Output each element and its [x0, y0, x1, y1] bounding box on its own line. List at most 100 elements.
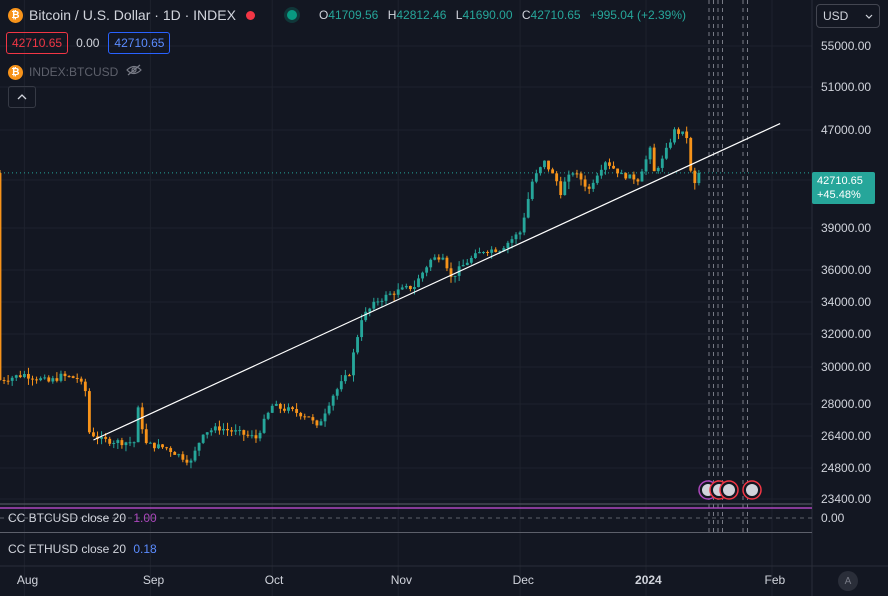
- candle-2023-12-05: [534, 173, 538, 182]
- x-tick-label: Oct: [264, 573, 284, 587]
- candle-2023-10-10: [307, 416, 311, 418]
- bitcoin-icon: ₿: [8, 7, 23, 23]
- candle-2023-10-25: [368, 308, 372, 312]
- trade-panel: 42710.65 0.00 42710.65: [6, 32, 171, 54]
- candle-2024-01-06: [664, 147, 668, 159]
- candle-2023-08-29: [136, 407, 140, 443]
- candle-2023-11-19: [469, 257, 473, 263]
- candle-2023-08-13: [71, 376, 75, 378]
- candle-2023-09-13: [197, 442, 201, 451]
- candle-2023-11-30: [514, 234, 518, 240]
- candle-2023-12-11: [559, 181, 563, 196]
- candle-2023-07-27: [2, 380, 6, 382]
- y-tick-label: 36000.00: [821, 263, 872, 277]
- candle-2023-09-28: [258, 432, 262, 439]
- candle-2023-10-24: [364, 311, 368, 321]
- candle-2023-12-16: [579, 173, 583, 180]
- buy-button[interactable]: 42710.65: [108, 32, 171, 54]
- pane-separator[interactable]: [0, 532, 812, 533]
- auto-scale-button[interactable]: A: [838, 571, 858, 591]
- compare-symbol[interactable]: INDEX:BTCUSD: [29, 65, 119, 79]
- candle-2023-12-17: [583, 179, 587, 187]
- candle-2023-11-25: [494, 249, 498, 252]
- candle-2023-09-22: [234, 430, 238, 432]
- candle-2023-12-29: [632, 174, 636, 180]
- us-flag-icon: [746, 484, 758, 496]
- chevron-up-icon: [17, 94, 27, 100]
- candle-2023-08-22: [108, 438, 112, 444]
- candle-2023-10-20: [348, 375, 351, 377]
- candle-2023-08-17: [87, 391, 91, 433]
- candle-2023-10-14: [323, 413, 327, 422]
- candle-2023-07-31: [18, 375, 22, 378]
- x-tick-label: Feb: [764, 573, 786, 587]
- candle-2023-10-11: [311, 417, 315, 421]
- y-tick-label: 32000.00: [821, 327, 872, 341]
- candle-2023-08-02: [27, 374, 30, 379]
- sell-button[interactable]: 42710.65: [6, 32, 69, 54]
- candle-2023-08-16: [83, 381, 87, 392]
- candle-2023-09-09: [181, 454, 185, 460]
- x-tick-label: Dec: [512, 573, 534, 587]
- indicator-eth[interactable]: CC ETHUSD close 20 0.18: [8, 542, 157, 556]
- candle-2023-10-30: [388, 293, 392, 295]
- candle-2023-12-27: [624, 173, 628, 179]
- candle-2023-09-17: [213, 426, 217, 431]
- candle-2023-12-28: [628, 174, 632, 179]
- btc-corr-value: 1.00: [133, 511, 157, 525]
- candle-2024-01-14: [697, 172, 701, 184]
- symbol-title[interactable]: Bitcoin / U.S. Dollar · 1D · INDEX: [29, 7, 236, 23]
- candle-2023-07-29: [10, 377, 14, 381]
- candle-2023-12-06: [538, 167, 542, 174]
- candle-2023-09-14: [201, 434, 205, 443]
- candle-2023-10-19: [343, 375, 347, 382]
- candle-2023-12-30: [636, 179, 640, 182]
- candles: [0, 126, 701, 469]
- candle-2024-01-04: [656, 167, 660, 172]
- candle-2023-10-03: [278, 403, 282, 409]
- candle-2023-09-08: [177, 454, 181, 456]
- candle-2023-09-21: [230, 430, 234, 432]
- candle-2023-12-26: [620, 173, 624, 175]
- candle-2023-10-28: [380, 300, 384, 302]
- candle-2023-10-29: [384, 294, 388, 301]
- candle-2023-07-28: [6, 380, 10, 382]
- candle-2023-09-26: [250, 435, 254, 437]
- candle-2023-12-07: [543, 160, 546, 168]
- candle-2023-11-11: [437, 257, 441, 260]
- low-value: 41690.00: [462, 8, 513, 22]
- candle-2023-09-18: [217, 426, 221, 431]
- candle-2023-08-09: [55, 378, 59, 381]
- candle-2023-09-16: [209, 430, 213, 433]
- candle-2023-12-13: [567, 174, 571, 182]
- spread-value: 0.00: [76, 36, 100, 50]
- collapse-legend-button[interactable]: [8, 86, 36, 108]
- y-tick-label: 26400.00: [821, 429, 872, 443]
- candle-2023-08-15: [79, 378, 83, 382]
- symbol-legend: ₿ Bitcoin / U.S. Dollar · 1D · INDEX O41…: [8, 7, 692, 23]
- indicator-btc[interactable]: CC BTCUSD close 20 1.00: [8, 511, 157, 525]
- change-value: +995.04 (+2.39%): [589, 8, 687, 22]
- candle-2023-09-06: [169, 448, 173, 452]
- currency-select[interactable]: USD: [816, 4, 880, 28]
- candle-2023-10-05: [287, 407, 290, 411]
- candle-2023-12-25: [616, 168, 620, 174]
- candle-2024-01-13: [693, 170, 697, 184]
- bitcoin-icon: ₿: [8, 64, 23, 80]
- candle-2023-08-01: [22, 374, 26, 378]
- candle-2023-12-23: [608, 162, 611, 166]
- hide-eye-icon[interactable]: [126, 63, 143, 81]
- us-flag-icon: [723, 484, 735, 496]
- candle-2023-11-18: [465, 262, 469, 266]
- candle-2023-09-12: [193, 450, 197, 461]
- candle-2023-11-29: [510, 239, 514, 243]
- candle-2023-09-25: [246, 434, 250, 436]
- x-tick-label: Sep: [142, 573, 165, 587]
- market-status-icon[interactable]: [286, 10, 297, 20]
- open-value: 41709.56: [328, 8, 379, 22]
- candle-2023-08-31: [144, 429, 148, 443]
- candle-2023-11-24: [490, 249, 494, 253]
- candle-2023-08-30: [140, 407, 144, 430]
- candle-2023-09-07: [173, 451, 177, 455]
